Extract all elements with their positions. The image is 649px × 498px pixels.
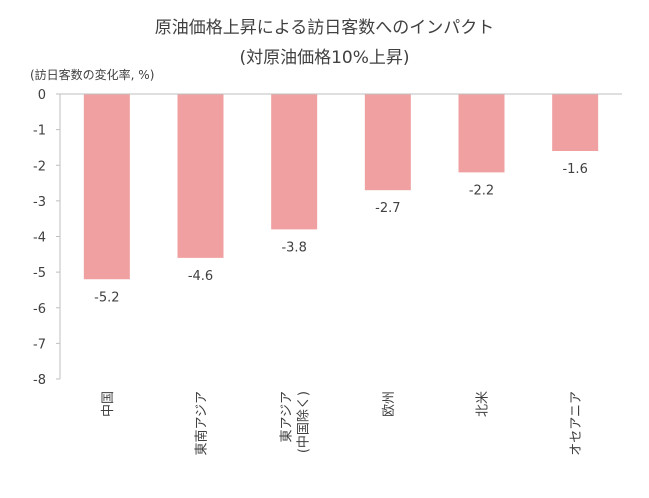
data-label: -3.8 (281, 240, 306, 255)
data-label: -4.6 (188, 269, 213, 284)
category-label: 欧州 (382, 391, 397, 417)
bar (458, 94, 505, 173)
chart-title: 原油価格上昇による訪日客数へのインパクト (154, 18, 495, 38)
y-tick-label: -3 (33, 195, 46, 210)
category-label: (中国除く) (297, 391, 312, 453)
data-label: -5.2 (94, 290, 119, 305)
y-tick-label: -6 (33, 302, 46, 317)
category-label: 中国 (101, 391, 116, 417)
y-tick-label: 0 (38, 88, 46, 103)
data-label: -1.6 (562, 162, 587, 177)
category-label: 東南アジア (194, 391, 210, 455)
category-label: オセアニア (569, 391, 584, 456)
data-label: -2.2 (469, 183, 494, 198)
y-tick-label: -1 (33, 124, 46, 139)
bar (83, 94, 130, 280)
bar (364, 94, 411, 191)
category-label: 北米 (476, 391, 491, 417)
y-tick-label: -2 (33, 159, 46, 174)
data-label: -2.7 (375, 201, 400, 216)
bar (271, 94, 318, 230)
bar (552, 94, 599, 151)
bar (177, 94, 224, 258)
y-axis-unit-label: (訪日客数の変化率, %) (30, 68, 155, 82)
category-label: 東アジア (279, 391, 295, 442)
y-tick-label: -7 (33, 337, 46, 352)
chart-subtitle: (対原油価格10%上昇) (239, 48, 410, 68)
y-tick-label: -4 (33, 231, 46, 246)
y-tick-label: -5 (33, 266, 46, 281)
y-tick-label: -8 (33, 373, 46, 388)
